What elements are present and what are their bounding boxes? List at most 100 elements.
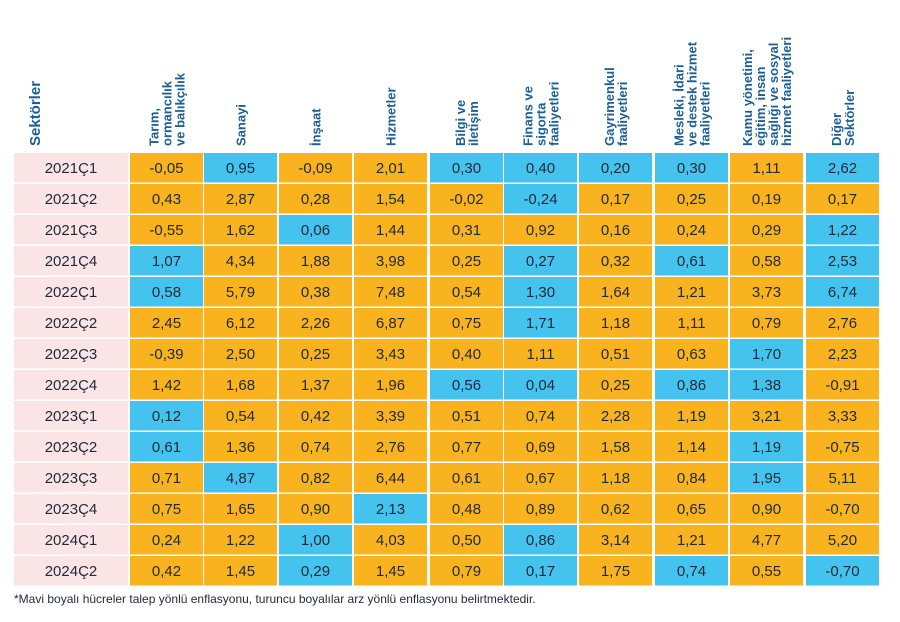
cell-value: -0,91: [825, 377, 859, 394]
cell-bg: [204, 401, 277, 431]
cell-value: 0,74: [677, 563, 706, 580]
column-header-line: faaliyetleri: [615, 82, 630, 146]
cell-value: 2,28: [601, 408, 630, 425]
cell-bg: [579, 184, 652, 214]
cell-value: 0,79: [452, 563, 481, 580]
row-label: 2024Ç1: [45, 532, 98, 549]
cell-value: 0,75: [152, 501, 181, 518]
cell-bg: [204, 308, 277, 338]
cell-bg: [130, 525, 203, 555]
cell-value: 0,95: [226, 160, 255, 177]
cell-value: -0,24: [523, 191, 557, 208]
cell-bg: [130, 556, 203, 586]
cell-value: 2,87: [226, 191, 255, 208]
cell-bg: [806, 556, 879, 586]
cell-bg: [204, 463, 277, 493]
cell-value: 6,44: [376, 470, 405, 487]
row-label: 2023Ç1: [45, 408, 98, 425]
cell-bg: [806, 463, 879, 493]
cell-value: 0,71: [152, 470, 181, 487]
cell-bg: [579, 432, 652, 462]
column-header-line: hizmet faaliyetleri: [779, 37, 794, 146]
cell-value: 0,17: [601, 191, 630, 208]
cell-bg: [806, 401, 879, 431]
cell-value: 1,88: [301, 253, 330, 270]
cell-value: 0,61: [452, 470, 481, 487]
cell-bg: [504, 246, 577, 276]
cell-bg: [730, 525, 803, 555]
cell-bg: [279, 370, 352, 400]
cell-bg: [655, 463, 728, 493]
cell-bg: [354, 556, 427, 586]
row-label: 2021Ç2: [45, 191, 98, 208]
cell-bg: [354, 525, 427, 555]
column-header-line: Tarım,: [147, 108, 162, 146]
cell-bg: [430, 370, 503, 400]
cell-bg: [279, 494, 352, 524]
cell-bg: [655, 370, 728, 400]
cell-value: 1,18: [601, 315, 630, 332]
cell-value: 0,40: [526, 160, 555, 177]
column-header: Hizmetler: [384, 87, 399, 146]
cell-value: 3,98: [376, 253, 405, 270]
cell-bg: [279, 556, 352, 586]
cell-bg: [655, 339, 728, 369]
cell-bg: [806, 370, 879, 400]
cell-bg: [730, 370, 803, 400]
cell-value: 0,30: [452, 160, 481, 177]
cell-value: 2,26: [301, 315, 330, 332]
cell-value: 0,43: [152, 191, 181, 208]
cell-bg: [279, 401, 352, 431]
cell-bg: [354, 246, 427, 276]
cell-value: 1,19: [677, 408, 706, 425]
cell-value: 0,17: [828, 191, 857, 208]
row-label-bg: [14, 184, 128, 214]
cell-bg: [130, 432, 203, 462]
cell-value: 1,96: [376, 377, 405, 394]
cell-value: 0,20: [601, 160, 630, 177]
cell-value: 0,25: [601, 377, 630, 394]
cell-bg: [730, 277, 803, 307]
cell-bg: [279, 339, 352, 369]
cell-value: 1,21: [677, 284, 706, 301]
row-label-bg: [14, 463, 128, 493]
column-header-line: Kamu yönetimi,: [740, 49, 755, 146]
cell-bg: [655, 277, 728, 307]
column-header-line: İnşaat: [309, 108, 324, 146]
cell-value: -0,75: [825, 439, 859, 456]
cell-value: 2,13: [376, 501, 405, 518]
cell-value: 0,06: [301, 222, 330, 239]
column-header-line: ormancılık: [160, 80, 175, 146]
column-header-line: iletişim: [466, 101, 481, 146]
cell-bg: [806, 246, 879, 276]
cell-bg: [354, 370, 427, 400]
row-label-bg: [14, 556, 128, 586]
cell-bg: [806, 494, 879, 524]
cell-value: 0,74: [526, 408, 555, 425]
cell-bg: [279, 525, 352, 555]
cell-value: 0,04: [526, 377, 555, 394]
cell-bg: [655, 184, 728, 214]
cell-bg: [354, 153, 427, 183]
cell-bg: [204, 215, 277, 245]
row-label-bg: [14, 246, 128, 276]
cell-bg: [130, 277, 203, 307]
cell-bg: [730, 401, 803, 431]
cell-value: -0,05: [149, 160, 183, 177]
row-label-bg: [14, 339, 128, 369]
cell-bg: [204, 339, 277, 369]
cell-bg: [655, 494, 728, 524]
cell-bg: [204, 556, 277, 586]
cell-bg: [279, 277, 352, 307]
cell-value: 2,01: [376, 160, 405, 177]
row-label-bg: [14, 308, 128, 338]
cell-bg: [130, 401, 203, 431]
cell-bg: [130, 184, 203, 214]
cell-value: 1,18: [601, 470, 630, 487]
cell-value: 0,82: [301, 470, 330, 487]
cell-bg: [730, 339, 803, 369]
cell-value: 1,45: [376, 563, 405, 580]
column-header-line: ve balıkçılık: [173, 72, 188, 146]
